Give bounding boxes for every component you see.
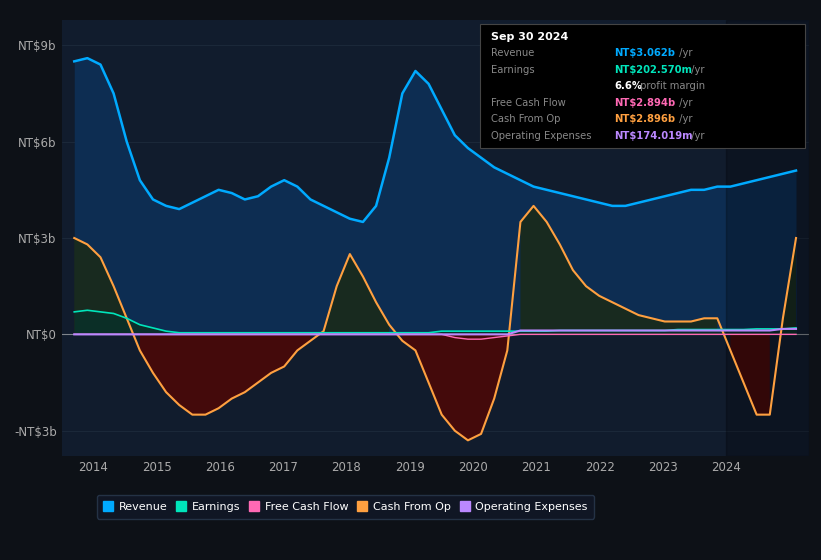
Legend: Revenue, Earnings, Free Cash Flow, Cash From Op, Operating Expenses: Revenue, Earnings, Free Cash Flow, Cash … (97, 495, 594, 519)
Bar (727, 20, 809, 456)
FancyBboxPatch shape (480, 24, 805, 148)
Text: /yr: /yr (688, 64, 704, 74)
Text: NT$174.019m: NT$174.019m (614, 131, 693, 141)
Text: /yr: /yr (676, 98, 692, 108)
Text: /yr: /yr (676, 114, 692, 124)
Text: Operating Expenses: Operating Expenses (491, 131, 592, 141)
Text: NT$202.570m: NT$202.570m (614, 64, 692, 74)
Text: /yr: /yr (676, 48, 692, 58)
Text: Sep 30 2024: Sep 30 2024 (491, 32, 568, 42)
Text: profit margin: profit margin (637, 81, 705, 91)
Text: Earnings: Earnings (491, 64, 534, 74)
Text: /yr: /yr (688, 131, 704, 141)
Text: NT$3.062b: NT$3.062b (614, 48, 676, 58)
Text: Free Cash Flow: Free Cash Flow (491, 98, 566, 108)
Text: Revenue: Revenue (491, 48, 534, 58)
Text: Cash From Op: Cash From Op (491, 114, 561, 124)
Text: NT$2.896b: NT$2.896b (614, 114, 676, 124)
Text: NT$2.894b: NT$2.894b (614, 98, 676, 108)
Text: 6.6%: 6.6% (614, 81, 643, 91)
